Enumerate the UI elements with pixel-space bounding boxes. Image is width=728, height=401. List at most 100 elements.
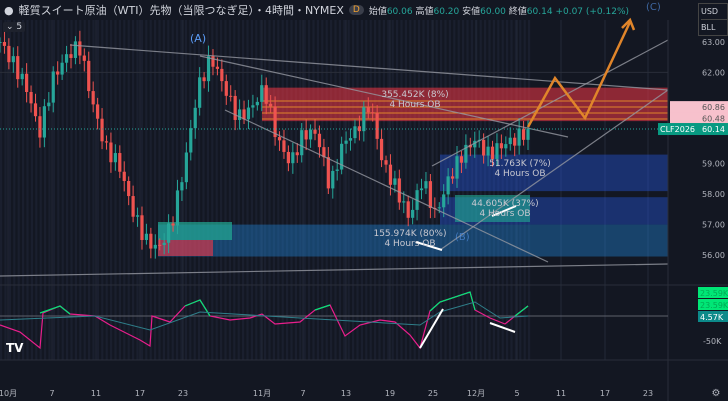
candle xyxy=(140,215,144,240)
date-tick: 19 xyxy=(385,389,395,398)
session-band xyxy=(497,20,500,360)
candle xyxy=(273,106,277,138)
session-band xyxy=(352,20,355,360)
candle xyxy=(442,194,446,208)
candle xyxy=(135,215,140,217)
candle xyxy=(42,106,46,138)
currency-unit[interactable]: USD BLL xyxy=(698,3,728,36)
session-band xyxy=(202,20,205,360)
ob-volume-label: 155.974K (80%) xyxy=(373,229,446,239)
session-band xyxy=(66,20,69,360)
session-band xyxy=(255,20,258,360)
candle xyxy=(344,140,348,144)
candle xyxy=(517,128,521,146)
session-band xyxy=(35,20,38,360)
candle xyxy=(499,143,503,149)
candle xyxy=(286,151,291,164)
ob-origin-zone xyxy=(158,240,213,256)
candle xyxy=(308,129,313,140)
candle xyxy=(313,129,317,134)
candle xyxy=(16,56,20,80)
indicators-collapse-button[interactable]: ⌄ 5 xyxy=(3,22,26,32)
candle xyxy=(109,142,113,163)
session-band xyxy=(466,20,469,360)
session-band xyxy=(145,20,148,360)
bullish-ob-zone xyxy=(440,154,668,192)
divergence-line xyxy=(415,241,443,251)
session-band xyxy=(220,20,223,360)
candle xyxy=(47,102,51,107)
trend-line xyxy=(199,55,569,138)
session-band xyxy=(92,20,95,360)
candle xyxy=(300,130,304,156)
session-band xyxy=(308,20,311,360)
candle xyxy=(277,137,282,141)
session-band xyxy=(391,20,394,360)
candle xyxy=(206,56,211,82)
divergence-line xyxy=(489,322,516,333)
session-band xyxy=(290,20,293,360)
candle xyxy=(56,71,60,75)
candle xyxy=(122,171,126,181)
session-band xyxy=(149,20,152,360)
session-band xyxy=(268,20,271,360)
candle xyxy=(149,233,153,249)
indicator-label-bg xyxy=(698,287,728,298)
session-band xyxy=(206,20,209,360)
session-band xyxy=(484,20,487,360)
session-band xyxy=(96,20,99,360)
candle xyxy=(402,201,406,203)
candle xyxy=(428,181,432,208)
session-band xyxy=(422,20,425,360)
indicator-label: 23.59K xyxy=(700,289,728,298)
date-tick: 7 xyxy=(49,389,54,398)
session-band xyxy=(299,20,302,360)
delayed-badge[interactable]: D xyxy=(348,5,364,15)
candle xyxy=(220,68,224,82)
candle xyxy=(282,140,286,152)
projection-path xyxy=(526,21,632,128)
candle xyxy=(96,104,100,119)
symbol-badge: CLF2026 xyxy=(660,125,695,134)
candle xyxy=(189,128,193,153)
session-band xyxy=(246,20,249,360)
session-band xyxy=(316,20,319,360)
candle xyxy=(38,116,42,138)
ob-volume-label: 51.763K (7%) xyxy=(489,159,551,169)
candle xyxy=(171,223,175,226)
session-band xyxy=(470,20,473,360)
candle xyxy=(371,112,375,114)
session-band xyxy=(272,20,275,360)
candle xyxy=(193,107,197,129)
session-band xyxy=(17,20,20,360)
candle xyxy=(51,71,55,103)
session-band xyxy=(4,20,7,360)
session-band xyxy=(413,20,416,360)
session-band xyxy=(387,20,390,360)
session-band xyxy=(303,20,306,360)
settings-gear-icon[interactable]: ⚙ xyxy=(712,388,721,399)
session-band xyxy=(435,20,438,360)
candle xyxy=(175,190,180,226)
candle xyxy=(295,152,299,156)
session-band xyxy=(374,20,377,360)
candle xyxy=(393,178,397,185)
candle xyxy=(397,178,401,203)
session-band xyxy=(184,20,187,360)
session-band xyxy=(79,20,82,360)
candle xyxy=(513,137,517,146)
candle xyxy=(211,56,215,67)
candle xyxy=(482,139,486,156)
candle xyxy=(158,244,162,246)
tradingview-logo: TV xyxy=(6,341,24,355)
candle xyxy=(237,109,242,120)
candle xyxy=(411,209,415,218)
session-band xyxy=(286,20,289,360)
session-band xyxy=(448,20,451,360)
candle xyxy=(486,146,490,156)
symbol-title[interactable]: 軽質スイート原油（WTI）先物（当限つなぎ足）・4時間・NYMEX xyxy=(18,4,344,17)
candle xyxy=(215,66,220,69)
candle xyxy=(184,152,188,183)
price-tick: 58.00 xyxy=(702,190,725,199)
